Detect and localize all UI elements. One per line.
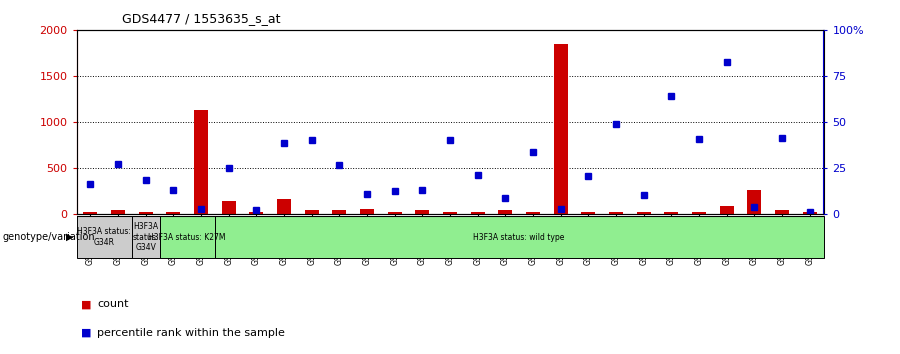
Text: ■: ■ (81, 299, 92, 309)
Bar (277, 199, 291, 214)
Bar (249, 212, 263, 214)
Bar (499, 210, 512, 214)
Bar (388, 212, 401, 214)
Text: H3F3A
status:
G34V: H3F3A status: G34V (132, 222, 159, 252)
Bar (471, 212, 484, 214)
Bar (692, 212, 706, 214)
Bar (775, 210, 789, 214)
Bar (443, 212, 457, 214)
Bar (609, 212, 623, 214)
Bar (332, 210, 347, 214)
Bar (194, 110, 208, 214)
Bar (664, 212, 679, 214)
Bar (111, 210, 125, 214)
Text: percentile rank within the sample: percentile rank within the sample (97, 328, 285, 338)
Bar (636, 212, 651, 214)
FancyBboxPatch shape (159, 216, 215, 258)
FancyBboxPatch shape (215, 216, 824, 258)
Text: ■: ■ (81, 328, 92, 338)
Bar (747, 190, 761, 214)
Text: GDS4477 / 1553635_s_at: GDS4477 / 1553635_s_at (122, 12, 280, 25)
Bar (416, 211, 429, 214)
Bar (84, 212, 97, 214)
Text: H3F3A status:
G34R: H3F3A status: G34R (77, 228, 131, 247)
Bar (360, 209, 373, 214)
Bar (166, 212, 180, 214)
Text: H3F3A status: K27M: H3F3A status: K27M (148, 233, 226, 242)
Bar (526, 212, 540, 214)
Bar (305, 210, 319, 214)
Text: H3F3A status: wild type: H3F3A status: wild type (473, 233, 565, 242)
Bar (581, 212, 595, 214)
Bar (139, 212, 153, 214)
FancyBboxPatch shape (131, 216, 159, 258)
Bar (803, 212, 816, 214)
Bar (554, 44, 568, 214)
Bar (720, 206, 733, 214)
Text: ▶: ▶ (66, 232, 73, 242)
Text: genotype/variation: genotype/variation (3, 232, 95, 242)
Text: count: count (97, 299, 129, 309)
Bar (221, 201, 236, 214)
FancyBboxPatch shape (76, 216, 131, 258)
